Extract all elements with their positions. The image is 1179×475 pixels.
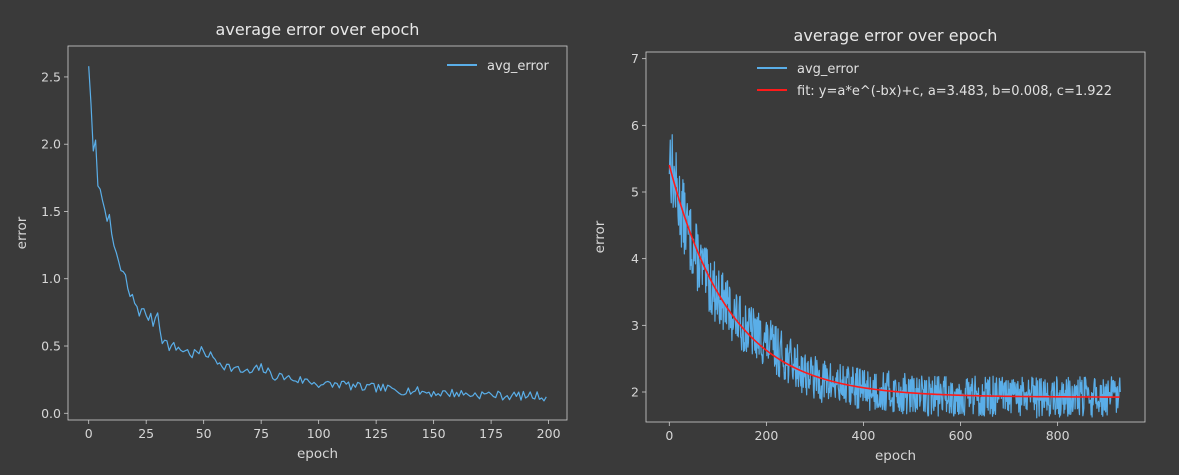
x-tick-label: 0 xyxy=(665,428,673,443)
y-tick-label: 2.5 xyxy=(41,69,61,84)
x-tick-label: 200 xyxy=(754,428,778,443)
x-tick-label: 200 xyxy=(537,426,561,441)
x-tick-label: 50 xyxy=(196,426,212,441)
x-tick-label: 800 xyxy=(1046,428,1070,443)
y-tick-label: 0.5 xyxy=(41,339,61,354)
y-tick-label: 4 xyxy=(631,251,639,266)
x-tick-label: 0 xyxy=(85,426,93,441)
x-tick-label: 25 xyxy=(138,426,154,441)
y-tick-label: 1.0 xyxy=(41,271,61,286)
y-tick-label: 0.0 xyxy=(41,406,61,421)
x-axis-label: epoch xyxy=(875,448,916,464)
y-tick-label: 5 xyxy=(631,185,639,200)
x-tick-label: 125 xyxy=(364,426,388,441)
y-tick-label: 2.0 xyxy=(41,137,61,152)
series-line xyxy=(668,134,1121,419)
x-tick-label: 600 xyxy=(949,428,973,443)
y-axis-label: error xyxy=(592,220,608,253)
legend-label: avg_error xyxy=(797,62,860,77)
chart-left: 0 25 50 75 100 125 150 175 200 0.0 0.5 1.0 1.5 2.0 2.5… xyxy=(14,20,568,462)
y-tick-label: 6 xyxy=(631,118,639,133)
x-tick-label: 75 xyxy=(253,426,269,441)
x-tick-label: 175 xyxy=(479,426,503,441)
series-line xyxy=(88,66,547,402)
x-tick-label: 400 xyxy=(852,428,876,443)
chart-right: 0 200 400 600 800 2 3 4 5 6 7 average error over ep… xyxy=(592,26,1146,464)
series-line xyxy=(668,164,1120,398)
plot-frame xyxy=(645,51,1146,423)
y-tick-label: 2 xyxy=(631,385,639,400)
x-axis-label: epoch xyxy=(297,446,338,462)
legend-label: avg_error xyxy=(487,59,550,74)
x-tick-label: 100 xyxy=(307,426,331,441)
x-tick-label: 150 xyxy=(422,426,446,441)
plot-area xyxy=(668,134,1121,419)
chart-title: average error over epoch xyxy=(794,26,998,45)
plot-frame xyxy=(67,45,568,421)
y-tick-label: 7 xyxy=(631,51,639,66)
y-tick-label: 3 xyxy=(631,318,639,333)
y-tick-label: 1.5 xyxy=(41,204,61,219)
chart-title: average error over epoch xyxy=(216,20,420,39)
y-axis-label: error xyxy=(14,216,30,249)
plot-area xyxy=(88,66,547,402)
legend-label: fit: y=a*e^(-bx)+c, a=3.483, b=0.008, c=… xyxy=(797,84,1112,99)
